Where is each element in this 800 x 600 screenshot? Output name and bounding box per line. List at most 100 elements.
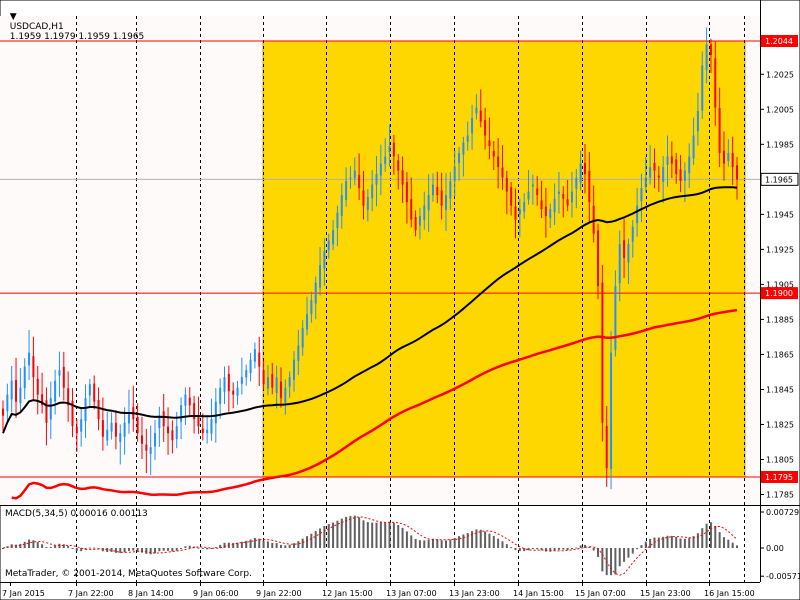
- candle-bear: [731, 153, 734, 168]
- candle-bull: [458, 153, 461, 163]
- macd-bar: [371, 522, 374, 548]
- candle-bull: [175, 426, 178, 440]
- triangle-down-icon[interactable]: ▼: [9, 12, 17, 22]
- candle-bull: [219, 387, 222, 404]
- macd-bar: [149, 548, 152, 555]
- candle-bull: [127, 412, 130, 424]
- candle-bull: [640, 188, 643, 202]
- level-price-tag: [761, 35, 798, 48]
- candle-bear: [71, 400, 74, 427]
- macd-label: MACD(5,34,5) 0.00016 0.00113: [5, 509, 148, 519]
- macd-bar: [32, 540, 35, 548]
- current-price-tag: [760, 172, 799, 186]
- candle-bull: [531, 184, 534, 187]
- macd-bar: [23, 541, 26, 548]
- macd-bar: [471, 531, 474, 548]
- candle-bear: [540, 200, 543, 210]
- macd-bar: [397, 524, 400, 548]
- main-chart-panel[interactable]: [0, 16, 760, 582]
- macd-panel[interactable]: [2, 515, 738, 576]
- macd-bar: [601, 548, 604, 572]
- price-tag-label: 1.1965: [765, 175, 793, 184]
- candle-bear: [262, 370, 265, 385]
- candle-bear: [536, 188, 539, 196]
- candle-bear: [605, 425, 608, 469]
- price-tick-label: 1.2005: [766, 105, 794, 114]
- macd-bar: [188, 545, 191, 548]
- candle-bear: [362, 190, 365, 206]
- candle-bull: [388, 146, 391, 153]
- candle-bear: [544, 206, 547, 217]
- macd-bar: [167, 548, 170, 551]
- candle-bull: [692, 135, 695, 159]
- macd-bar: [219, 544, 222, 548]
- candle-bear: [162, 411, 165, 427]
- macd-bar: [36, 542, 39, 548]
- macd-bar: [306, 536, 309, 548]
- macd-bar: [158, 548, 161, 552]
- macd-bar: [701, 528, 704, 548]
- macd-bar: [458, 536, 461, 548]
- symbol-header[interactable]: ▼ USDCAD,H1 1.1959 1.1979 1.1959 1.1965: [4, 2, 145, 42]
- candle-bear: [497, 156, 500, 168]
- macd-bar: [440, 540, 443, 548]
- macd-bar: [410, 535, 413, 548]
- macd-bar: [518, 548, 521, 552]
- candle-bull: [523, 202, 526, 212]
- candle-bull: [10, 380, 13, 400]
- candle-bull: [683, 170, 686, 181]
- candle-bull: [245, 370, 248, 378]
- macd-bar: [101, 548, 104, 552]
- candle-bull: [662, 167, 665, 182]
- candle-bear: [505, 177, 508, 192]
- candle-bear: [358, 174, 361, 189]
- candle-bull: [666, 156, 669, 165]
- macd-bar: [362, 520, 365, 548]
- candle-bear: [657, 175, 660, 178]
- copyright-text: MetaTrader, © 2001-2014, MetaQuotes Soft…: [5, 569, 252, 579]
- candle-bull: [210, 419, 213, 434]
- macd-bar: [462, 534, 465, 548]
- candle-bull: [627, 244, 630, 263]
- macd-bar: [349, 516, 352, 548]
- macd-bar: [132, 548, 135, 551]
- candle-bull: [462, 142, 465, 155]
- candle-bull: [345, 181, 348, 200]
- candle-bear: [510, 187, 513, 206]
- candle-bull: [284, 387, 287, 403]
- candle-bear: [679, 169, 682, 182]
- candle-bear: [440, 190, 443, 206]
- price-tag-label: 1.1900: [765, 289, 793, 298]
- candle-bear: [232, 390, 235, 395]
- candle-bear: [197, 416, 200, 427]
- time-label: 13 Jan 23:00: [449, 589, 500, 598]
- price-tick-label: 1.1825: [766, 420, 794, 429]
- candle-bull: [549, 209, 552, 219]
- candle-bull: [349, 177, 352, 179]
- candle-bear: [45, 400, 48, 423]
- candle-bull: [253, 349, 256, 362]
- time-label: 16 Jan 15:00: [704, 589, 755, 598]
- candle-bull: [249, 359, 252, 374]
- macd-bar: [636, 548, 639, 550]
- macd-bar: [662, 536, 665, 548]
- macd-bar: [119, 548, 122, 554]
- price-tick-label: 1.1785: [766, 490, 794, 499]
- candle-bull: [58, 370, 61, 376]
- candle-bear: [114, 422, 117, 437]
- candle-bear: [15, 380, 18, 402]
- macd-bar: [614, 548, 617, 575]
- macd-bar: [206, 548, 209, 550]
- macd-bar: [731, 542, 734, 548]
- candle-bull: [727, 153, 730, 161]
- candle-bull: [49, 398, 52, 420]
- candle-bull: [475, 107, 478, 114]
- candle-bull: [110, 422, 113, 432]
- candle-bear: [405, 182, 408, 203]
- macd-tick-label: 0.00: [766, 544, 784, 553]
- price-tag-label: 1.1795: [765, 473, 793, 482]
- macd-bar: [497, 538, 500, 548]
- candle-bull: [384, 156, 387, 165]
